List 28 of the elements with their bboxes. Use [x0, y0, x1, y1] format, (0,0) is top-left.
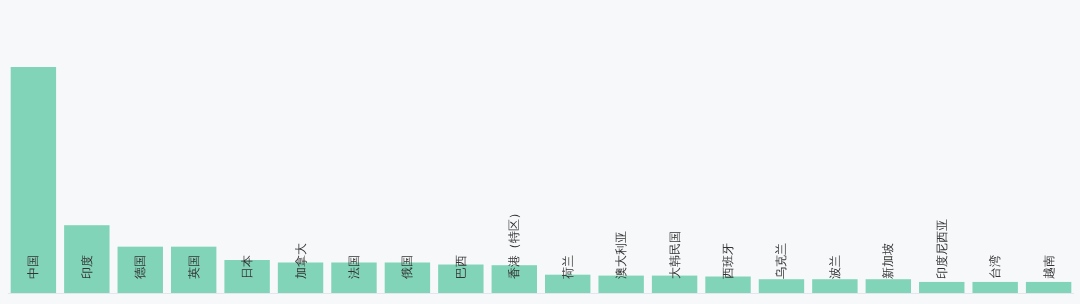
bar [1025, 281, 1072, 293]
bar [758, 279, 805, 293]
bar [10, 67, 57, 293]
x-tick-label: 越南 [1041, 255, 1056, 279]
x-tick-label: 乌克兰 [774, 243, 789, 279]
x-tick-label: 俄国 [400, 255, 415, 279]
x-tick-label: 中国 [26, 255, 41, 279]
bar [64, 225, 110, 293]
x-tick-label: 波兰 [827, 255, 842, 279]
x-tick-label: 巴西 [453, 255, 468, 279]
x-tick-label: 德国 [133, 255, 148, 279]
bar [919, 281, 965, 293]
x-tick-label: 日本 [240, 255, 255, 279]
x-tick-label: 新加坡 [881, 243, 896, 279]
x-tick-label: 大韩民国 [667, 231, 682, 279]
bar [865, 279, 912, 293]
x-tick-label: 西班牙 [721, 243, 736, 279]
x-tick-label: 印度尼西亚 [934, 219, 949, 279]
x-tick-label: 印度 [79, 255, 94, 279]
x-tick-label: 荷兰 [560, 255, 575, 279]
x-tick-label: 香港（特区） [507, 207, 522, 279]
x-tick-label: 澳大利亚 [614, 231, 629, 279]
bar [972, 281, 1018, 293]
x-tick-label: 英国 [186, 255, 201, 279]
x-tick-label: 台湾 [988, 255, 1003, 279]
x-tick-label: 加拿大 [293, 243, 308, 279]
x-tick-label: 法国 [346, 255, 361, 279]
bar [812, 279, 858, 293]
